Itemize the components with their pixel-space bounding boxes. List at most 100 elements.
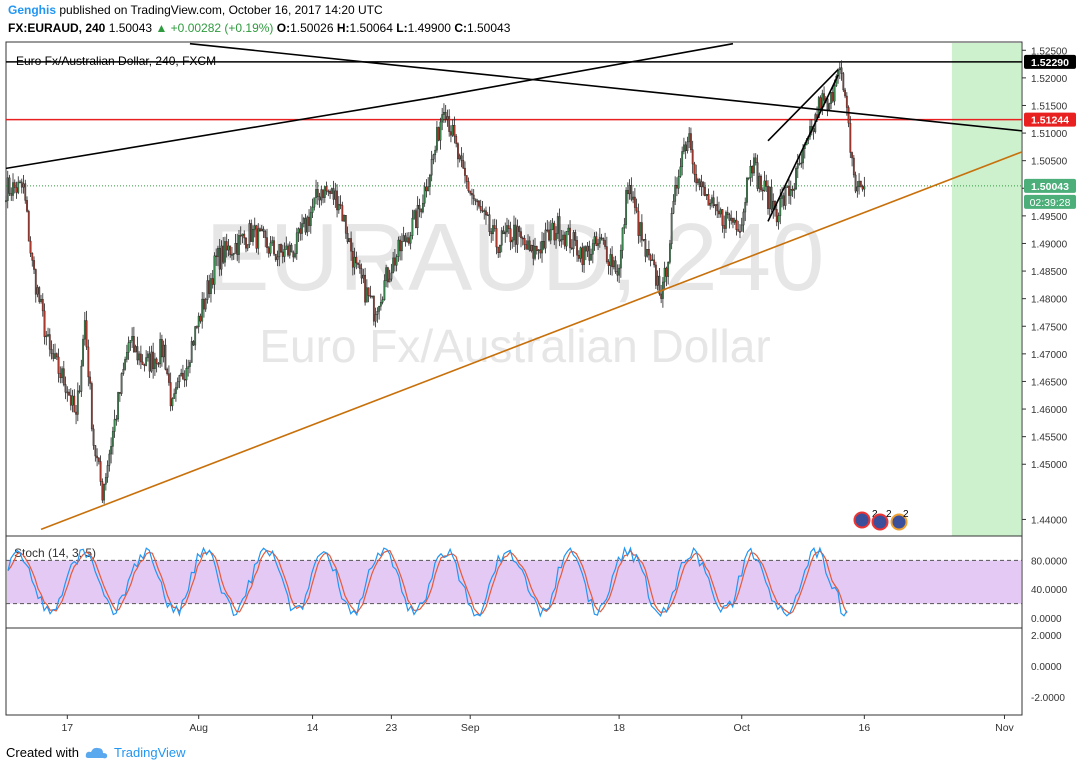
candle-body[interactable] [66,391,69,394]
candle-body[interactable] [12,182,14,196]
candle-body[interactable] [175,387,177,394]
candle-body[interactable] [679,166,682,177]
candle-body[interactable] [670,212,673,245]
candle-body[interactable] [546,229,549,232]
candle-body[interactable] [157,363,160,365]
lower-pane[interactable] [5,627,1023,716]
candle-body[interactable] [485,210,487,216]
candle-body[interactable] [555,233,557,241]
candle-body[interactable] [861,186,864,190]
candle-body[interactable] [677,176,680,189]
candle-body[interactable] [231,254,233,256]
candle-body[interactable] [420,208,423,213]
candle-body[interactable] [812,128,815,132]
candle-body[interactable] [732,217,734,223]
trend-line[interactable] [767,69,839,142]
candle-body[interactable] [132,336,135,353]
candle-body[interactable] [206,280,209,300]
candle-body[interactable] [826,98,829,110]
candle-body[interactable] [744,202,747,213]
candle-body[interactable] [178,375,181,383]
candle-body[interactable] [838,67,841,71]
candle-body[interactable] [495,228,498,248]
candle-body[interactable] [379,302,382,307]
candle-body[interactable] [691,149,694,165]
candle-body[interactable] [255,225,258,249]
candle-body[interactable] [220,245,223,270]
candle-body[interactable] [120,373,123,394]
candle-body[interactable] [145,357,148,366]
candle-body[interactable] [844,89,846,97]
candle-body[interactable] [248,223,251,246]
candle-body[interactable] [400,241,403,252]
candle-body[interactable] [26,200,28,212]
candle-body[interactable] [726,212,729,215]
candle-body[interactable] [535,245,538,251]
candle-body[interactable] [464,167,466,176]
candle-body[interactable] [50,348,53,354]
candle-body[interactable] [530,245,533,251]
candle-body[interactable] [187,366,190,369]
candle-body[interactable] [64,384,67,393]
candle-body[interactable] [45,335,48,338]
candle-body[interactable] [43,310,46,337]
candle-body[interactable] [281,251,284,257]
candle-body[interactable] [788,185,790,196]
candle-body[interactable] [507,225,510,229]
candle-body[interactable] [721,209,724,226]
candle-body[interactable] [640,222,643,241]
candle-body[interactable] [106,465,109,478]
candle-body[interactable] [768,186,771,209]
candle-body[interactable] [262,228,265,232]
candle-body[interactable] [723,225,726,229]
candle-body[interactable] [437,127,440,141]
candle-body[interactable] [301,223,303,234]
candle-body[interactable] [238,235,240,255]
candle-body[interactable] [795,168,797,190]
candle-body[interactable] [586,245,589,252]
candle-body[interactable] [728,214,731,221]
candle-body[interactable] [246,244,249,249]
candle-body[interactable] [350,238,352,252]
candle-body[interactable] [266,237,268,248]
candle-body[interactable] [224,241,226,263]
trend-line[interactable] [40,151,1023,531]
candle-body[interactable] [118,392,121,394]
candle-body[interactable] [148,353,151,372]
candle-body[interactable] [362,274,365,279]
candle-body[interactable] [315,189,317,198]
candle-body[interactable] [532,245,535,259]
candle-body[interactable] [856,186,859,192]
candle-body[interactable] [635,207,638,212]
candle-body[interactable] [29,240,32,254]
candle-body[interactable] [833,85,836,102]
candle-body[interactable] [761,189,764,192]
candle-body[interactable] [486,214,489,216]
candle-body[interactable] [686,141,689,152]
candle-body[interactable] [616,271,619,276]
candle-body[interactable] [218,247,221,270]
candle-body[interactable] [325,186,328,192]
candle-body[interactable] [427,186,430,192]
candle-body[interactable] [612,260,615,268]
candle-body[interactable] [700,181,703,188]
candle-body[interactable] [62,368,65,385]
candle-body[interactable] [69,395,72,406]
trend-line[interactable] [5,96,436,170]
candle-body[interactable] [322,189,324,198]
candle-body[interactable] [10,193,13,196]
candle-body[interactable] [509,228,512,243]
candle-body[interactable] [113,419,116,432]
candle-body[interactable] [48,334,51,350]
candle-body[interactable] [252,229,254,242]
candle-body[interactable] [781,195,783,199]
candle-body[interactable] [718,210,720,215]
candle-body[interactable] [369,295,372,297]
candle-body[interactable] [747,177,750,179]
candle-body[interactable] [365,287,368,303]
candle-body[interactable] [343,215,345,222]
candle-body[interactable] [462,160,465,169]
candle-body[interactable] [513,224,515,241]
candle-body[interactable] [115,418,118,421]
candle-body[interactable] [320,189,323,201]
